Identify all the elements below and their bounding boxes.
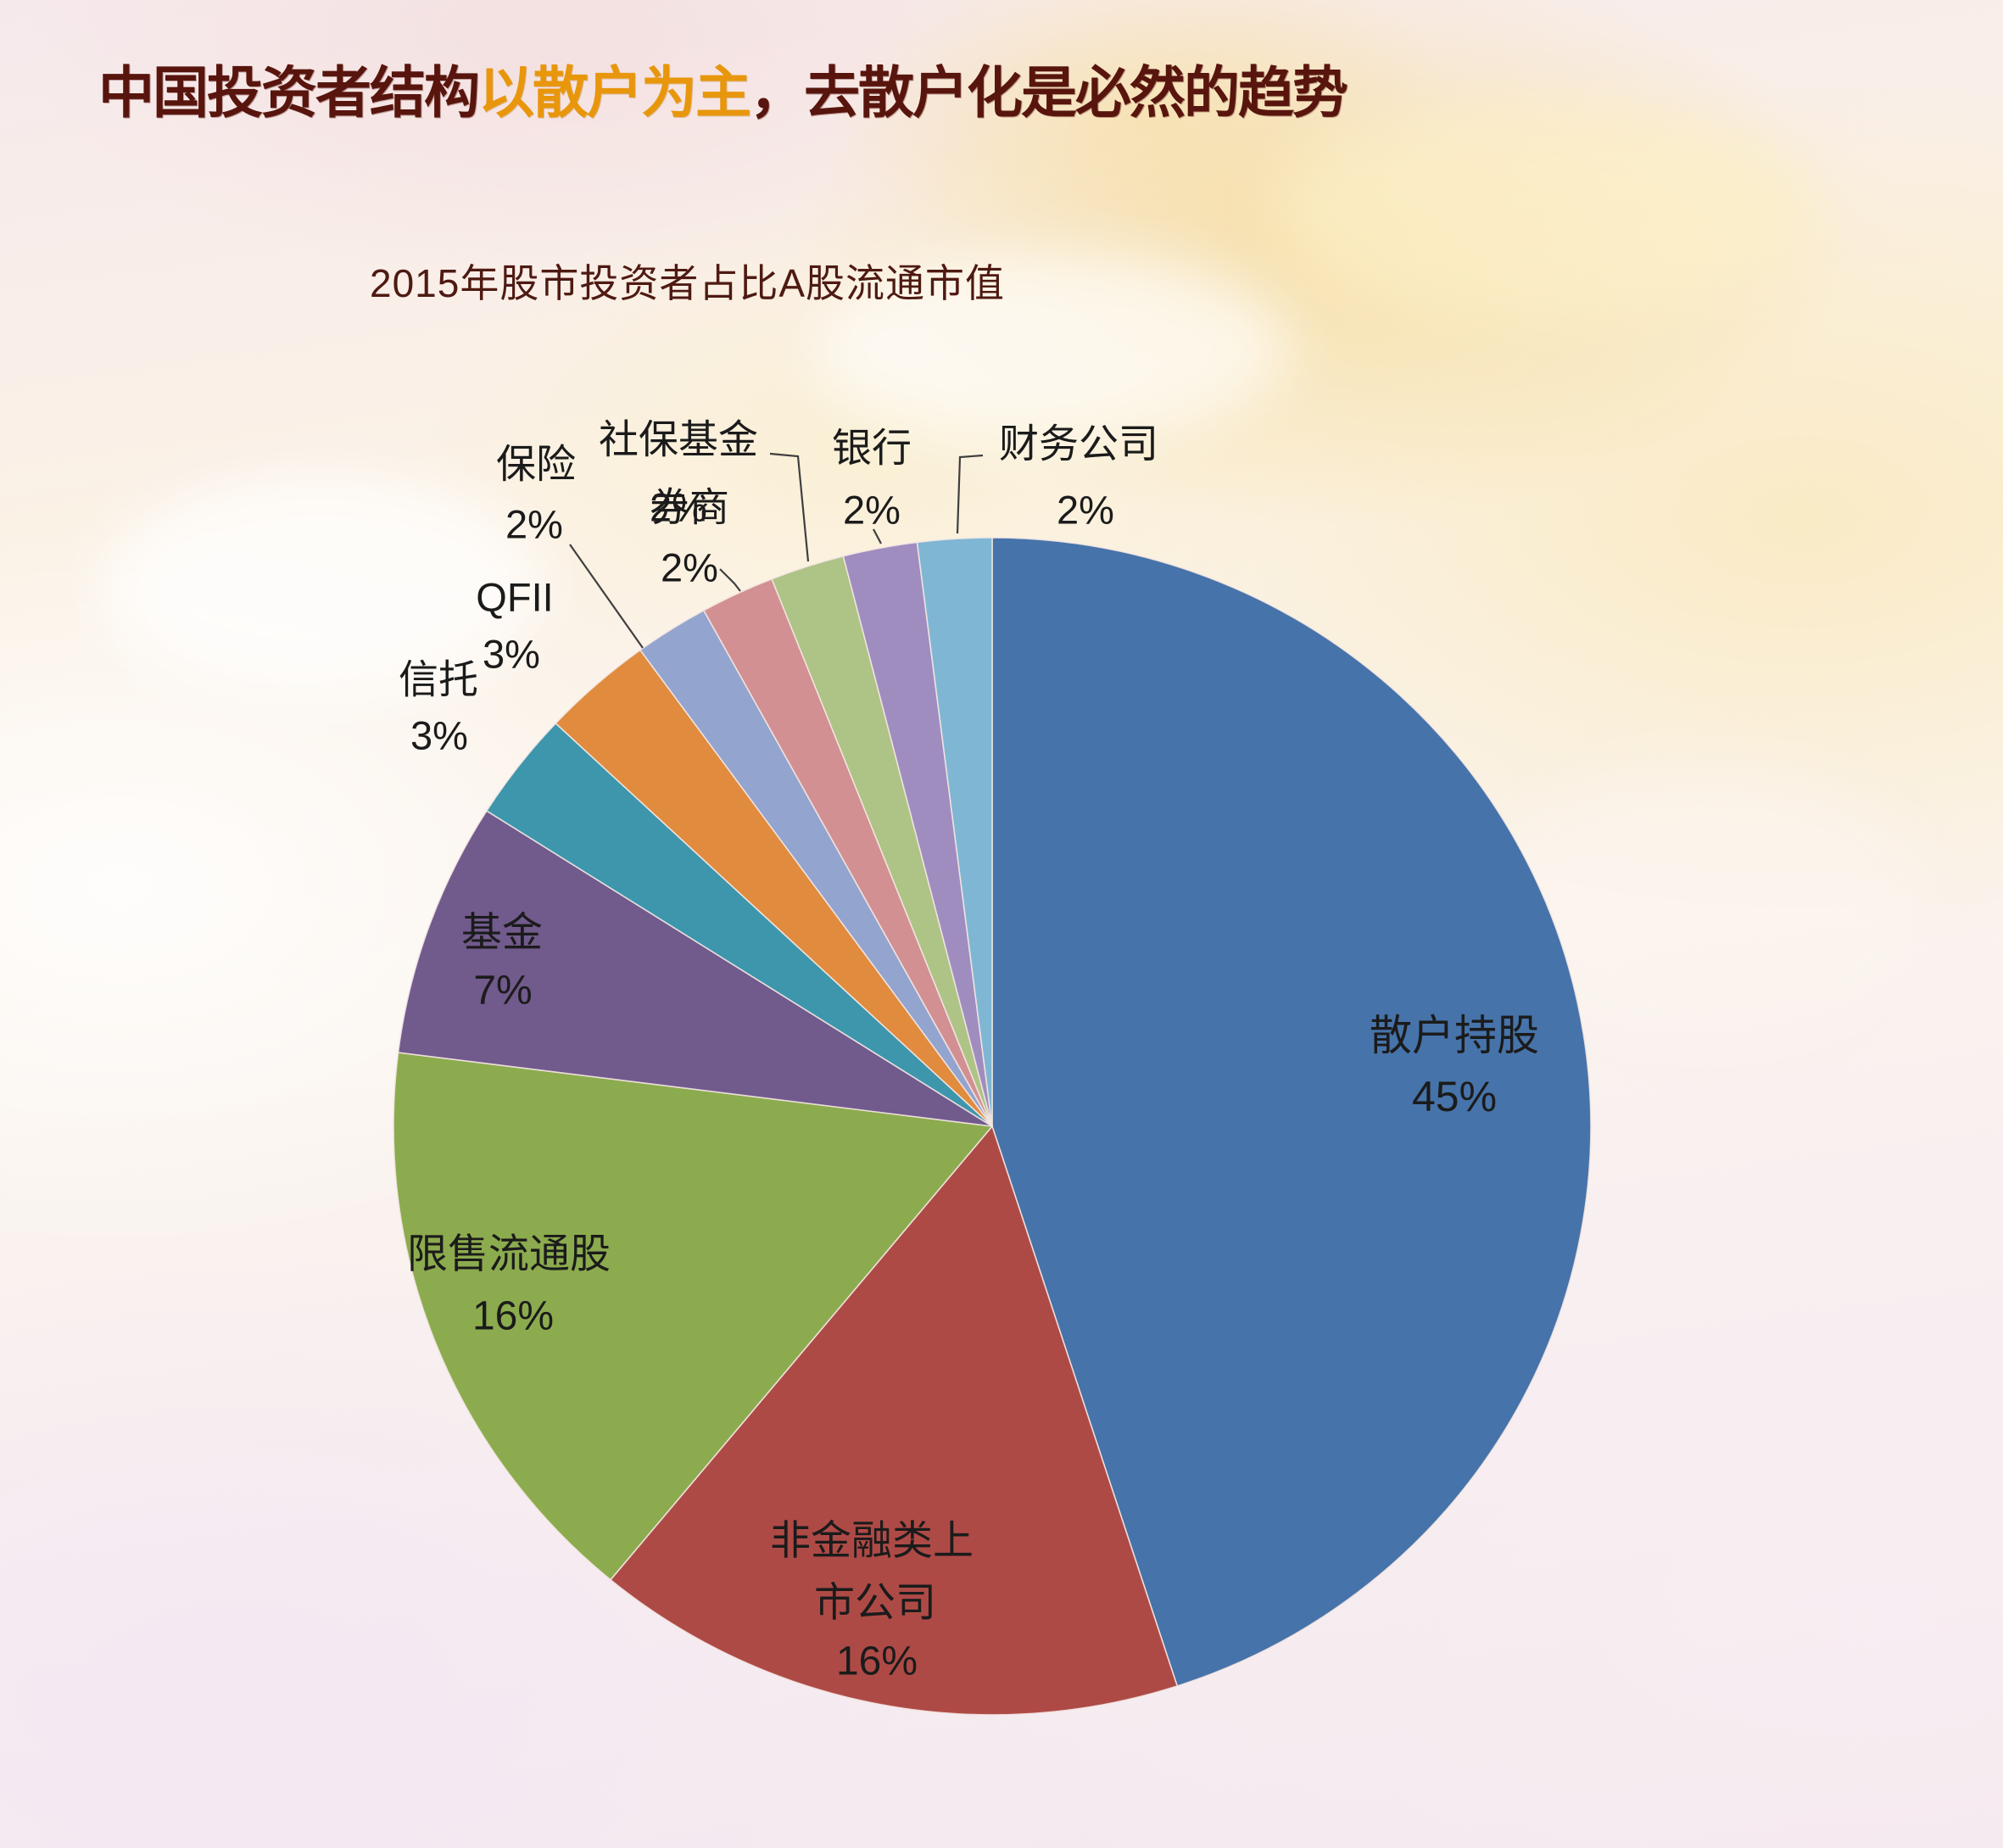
slice-percent-label: 3%: [410, 713, 468, 758]
chart-title: 2015年股市投资者占比A股流通市值: [370, 261, 1006, 305]
slice-name-label: 券商: [650, 485, 729, 530]
pie-slice: [916, 537, 993, 1127]
pie-slice: [609, 1125, 1179, 1716]
slice-percent-label: 2%: [505, 502, 563, 547]
pie-slice: [991, 537, 1592, 1688]
slice-percent-label: 2%: [843, 488, 901, 533]
slice-name-label: 非金融类上: [770, 1519, 974, 1564]
slice-name-label: 保险: [496, 442, 576, 487]
label-leader-line: [873, 528, 882, 544]
page-title-highlight: 以散户为主: [478, 61, 751, 124]
pie-slice: [397, 810, 993, 1127]
label-leader-line: [719, 568, 741, 592]
slice-percent-label: 2%: [650, 485, 707, 530]
slice-name-label: 银行: [832, 426, 912, 471]
pie-slice: [393, 1052, 994, 1581]
slice-percent-label: 7%: [473, 969, 532, 1013]
label-leader-line: [769, 452, 810, 562]
slice-percent-label: 16%: [836, 1639, 918, 1684]
slice-name-label: 信托: [399, 657, 478, 702]
slice-name-label: 市公司: [814, 1581, 936, 1626]
label-leader-line: [956, 454, 984, 534]
slice-name-label: 散户持股: [1370, 1012, 1539, 1059]
page-title-prefix: 中国投资者结构: [98, 61, 480, 124]
slice-percent-label: 3%: [483, 632, 540, 677]
slice-percent-label: 2%: [661, 545, 718, 590]
slice-name-label: QFII: [476, 575, 553, 620]
page-title-suffix: ，去散户化是必然的趋势: [750, 61, 1348, 124]
page-title: 中国投资者结构以散户为主，去散户化是必然的趋势: [98, 47, 1348, 129]
slice-name-label: 社保基金: [599, 417, 758, 462]
slice-percent-label: 16%: [472, 1294, 554, 1339]
slice-name-label: 财务公司: [999, 422, 1158, 466]
slice-name-label: 基金: [461, 911, 543, 956]
slice-name-label: 限售流通股: [407, 1232, 611, 1277]
label-leader-line: [569, 544, 644, 649]
slice-percent-label: 2%: [1057, 488, 1114, 533]
slice-percent-label: 45%: [1412, 1073, 1497, 1120]
